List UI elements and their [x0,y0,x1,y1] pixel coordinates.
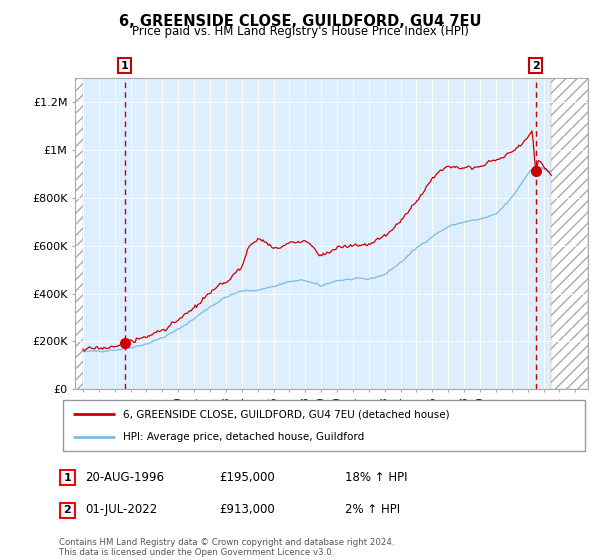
Text: 6, GREENSIDE CLOSE, GUILDFORD, GU4 7EU (detached house): 6, GREENSIDE CLOSE, GUILDFORD, GU4 7EU (… [123,409,449,419]
Text: 18% ↑ HPI: 18% ↑ HPI [345,470,407,484]
FancyBboxPatch shape [63,400,585,451]
Text: 2: 2 [532,60,539,71]
Text: £913,000: £913,000 [219,503,275,516]
Text: 20-AUG-1996: 20-AUG-1996 [85,470,164,484]
FancyBboxPatch shape [59,470,75,485]
Text: Contains HM Land Registry data © Crown copyright and database right 2024.
This d: Contains HM Land Registry data © Crown c… [59,538,394,557]
Text: £195,000: £195,000 [219,470,275,484]
Text: 1: 1 [64,473,71,483]
FancyBboxPatch shape [59,503,75,517]
Text: 6, GREENSIDE CLOSE, GUILDFORD, GU4 7EU: 6, GREENSIDE CLOSE, GUILDFORD, GU4 7EU [119,14,481,29]
Text: 2% ↑ HPI: 2% ↑ HPI [345,503,400,516]
Text: HPI: Average price, detached house, Guildford: HPI: Average price, detached house, Guil… [123,432,364,442]
Text: 1: 1 [121,60,128,71]
Bar [551,78,588,389]
Text: Price paid vs. HM Land Registry's House Price Index (HPI): Price paid vs. HM Land Registry's House … [131,25,469,38]
Text: 2: 2 [64,505,71,515]
Bar [75,78,83,389]
Text: 01-JUL-2022: 01-JUL-2022 [85,503,157,516]
